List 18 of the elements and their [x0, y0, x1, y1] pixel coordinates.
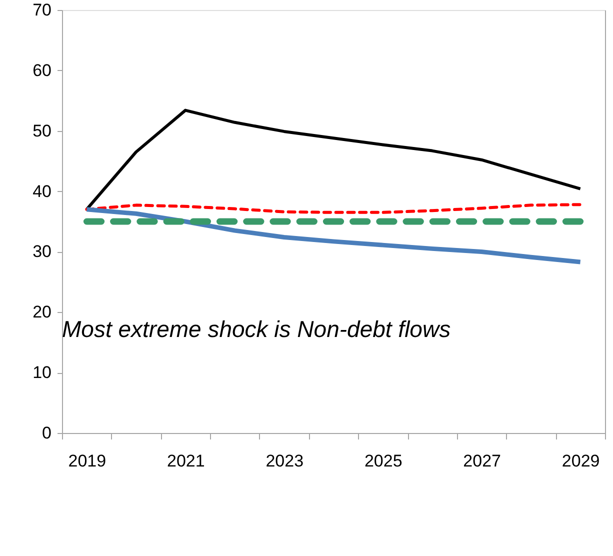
x-tick-label: 2019: [68, 452, 106, 470]
y-tick-label: 20: [32, 302, 52, 322]
x-tick-label: 2021: [166, 452, 205, 470]
x-tick-label: 2029: [562, 452, 600, 470]
line-series: [85, 108, 582, 211]
x-tick-label: 2023: [266, 452, 304, 470]
x-tick-label: 2025: [364, 452, 402, 470]
x-tick-label: 2027: [463, 452, 502, 470]
y-tick-label: 70: [32, 0, 52, 20]
annotation: Most extreme shock is Non-debt flows: [62, 316, 452, 342]
line-series: [84, 207, 583, 264]
y-tick-label: 40: [32, 182, 52, 201]
y-tick-label: 30: [32, 242, 52, 262]
y-tick-label: 0: [42, 424, 52, 442]
y-tick-label: 10: [32, 363, 52, 382]
line-series: [85, 203, 582, 214]
y-tick-label: 60: [32, 60, 52, 80]
y-tick-label: 50: [32, 121, 52, 140]
